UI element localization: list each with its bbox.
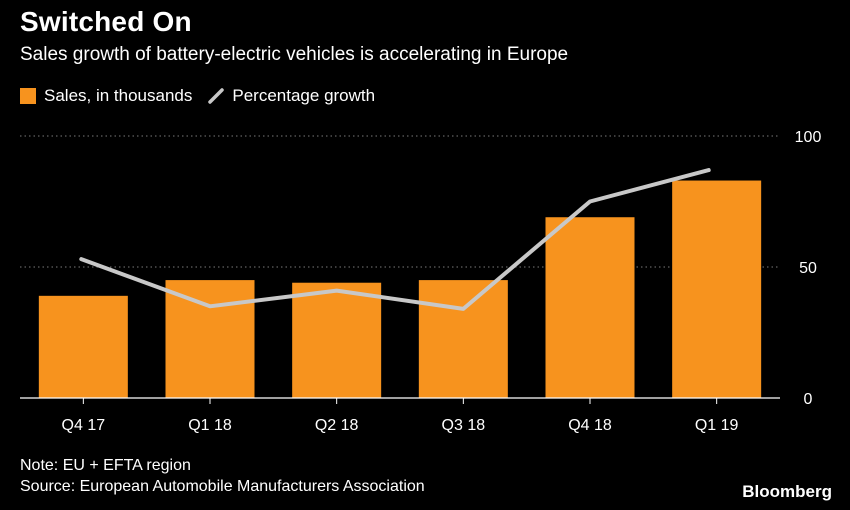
bloomberg-logo: Bloomberg: [742, 482, 832, 501]
y-tick-label: 50: [799, 260, 817, 277]
bar-q2-18: [292, 282, 382, 398]
chart-title: Switched On: [20, 6, 192, 37]
y-tick-label: 100: [795, 129, 822, 146]
legend: Sales, in thousands Percentage growth: [20, 84, 391, 108]
bar-q1-18: [165, 280, 255, 398]
x-tick-label: Q4 17: [62, 417, 106, 434]
legend-bar-swatch: [20, 88, 36, 104]
source-text: Source: European Automobile Manufacturer…: [20, 478, 425, 495]
bar-q4-17: [38, 295, 128, 398]
bar-q4-18: [545, 217, 635, 398]
bar-q3-18: [418, 280, 508, 398]
x-tick-label: Q2 18: [315, 417, 359, 434]
x-tick-label: Q3 18: [442, 417, 486, 434]
legend-item-growth: Percentage growth: [208, 86, 375, 106]
x-tick-label: Q1 19: [695, 417, 739, 434]
x-tick-label: Q4 18: [568, 417, 612, 434]
legend-label-sales: Sales, in thousands: [44, 86, 193, 105]
chart-subtitle: Sales growth of battery-electric vehicle…: [20, 44, 569, 65]
legend-line-swatch: [208, 88, 225, 104]
growth-line: [79, 168, 711, 311]
bar-q1-19: [672, 180, 762, 398]
x-tick-label: Q1 18: [188, 417, 232, 434]
legend-item-sales: Sales, in thousands: [20, 86, 192, 106]
y-tick-label: 0: [804, 391, 813, 408]
chart-footnote: Note: EU + EFTA region Source: European …: [20, 455, 425, 497]
legend-label-growth: Percentage growth: [232, 86, 376, 105]
note-text: Note: EU + EFTA region: [20, 457, 191, 474]
